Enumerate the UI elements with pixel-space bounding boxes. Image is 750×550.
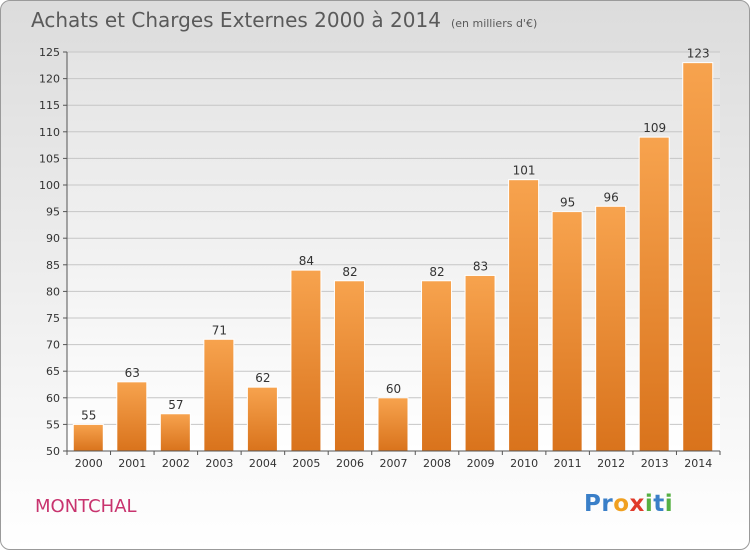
y-tick-label: 60: [46, 392, 60, 405]
data-label: 84: [299, 254, 314, 268]
data-labels: 55 63 57 71 62 84 82 60 82 83 101 95 96 109 123: [81, 47, 710, 423]
data-label: 62: [255, 371, 270, 385]
x-tick-label: 2012: [597, 457, 625, 470]
y-tick-label: 105: [39, 152, 60, 165]
x-tick-labels: 2000 2001 2002 2003 2004 2005 2006 2007 2008 2009…: [75, 457, 712, 470]
data-label: 123: [687, 47, 710, 61]
bar-2005: [290, 269, 322, 452]
x-tick-label: 2002: [162, 457, 190, 470]
x-tick-label: 2008: [423, 457, 451, 470]
data-label: 60: [386, 382, 401, 396]
y-tick-label: 115: [39, 99, 60, 112]
x-tick-label: 2014: [684, 457, 712, 470]
data-label: 109: [643, 121, 666, 135]
bar-2002: [159, 413, 191, 452]
chart-title: Achats et Charges Externes 2000 à 2014 (e…: [31, 8, 537, 32]
x-tick-label: 2000: [75, 457, 103, 470]
logo-letter: i: [664, 491, 674, 517]
y-tick-label: 90: [46, 232, 60, 245]
data-label: 55: [81, 408, 96, 422]
axes: [66, 52, 720, 452]
bars: [72, 62, 714, 452]
y-tick-label: 80: [46, 285, 60, 298]
logo-letter: t: [653, 491, 665, 517]
logo-letter: r: [601, 491, 614, 517]
x-tick-label: 2010: [510, 457, 538, 470]
y-tick-label: 70: [46, 339, 60, 352]
bar-2009: [464, 274, 496, 452]
y-tick-label: 120: [39, 73, 60, 86]
y-tick-label: 85: [46, 259, 60, 272]
x-tick-label: 2007: [380, 457, 408, 470]
bar-2011: [551, 211, 583, 452]
bar-2003: [203, 338, 235, 452]
x-tick-label: 2005: [292, 457, 320, 470]
unit-note: (en milliers d'€): [450, 17, 538, 30]
x-tick-label: 2009: [467, 457, 495, 470]
chart-title-text: Achats et Charges Externes 2000 à 2014: [31, 8, 441, 32]
y-tick-labels: 50 55 60 65 70 75 80 85 90 95 100 105 110 115 120 125: [39, 46, 60, 458]
bar-2001: [116, 381, 148, 452]
bar-2014: [682, 62, 714, 452]
bar-2006: [333, 280, 365, 452]
y-tick-label: 50: [46, 445, 60, 458]
y-tick-label: 55: [46, 418, 60, 431]
bar-2012: [595, 205, 627, 452]
y-tick-label: 95: [46, 206, 60, 219]
logo-letter: o: [613, 491, 630, 517]
data-label: 82: [342, 265, 357, 279]
bar-2000: [72, 423, 104, 452]
data-label: 71: [212, 323, 227, 337]
y-tick-label: 110: [39, 126, 60, 139]
data-label: 96: [604, 190, 619, 204]
x-tick-label: 2001: [118, 457, 146, 470]
data-label: 57: [168, 398, 183, 412]
y-tick-label: 125: [39, 46, 60, 59]
bar-2013: [638, 136, 670, 452]
y-tick-label: 65: [46, 365, 60, 378]
logo-letter: x: [629, 491, 645, 517]
x-tick-label: 2006: [336, 457, 364, 470]
bar-2008: [421, 280, 453, 452]
y-tick-label: 75: [46, 312, 60, 325]
logo-letter: P: [584, 491, 602, 517]
x-tick-label: 2011: [554, 457, 582, 470]
data-label: 82: [429, 265, 444, 279]
proxiti-logo: Proxiti: [584, 491, 673, 517]
x-tick-label: 2013: [641, 457, 669, 470]
y-tick-label: 100: [39, 179, 60, 192]
data-label: 63: [125, 366, 140, 380]
bar-2010: [508, 179, 540, 452]
commune-name: MONTCHAL: [35, 496, 137, 517]
x-tick-label: 2004: [249, 457, 277, 470]
data-label: 95: [560, 196, 575, 210]
logo-letter: i: [644, 491, 654, 517]
bar-2007: [377, 397, 409, 452]
data-label: 101: [513, 164, 536, 178]
data-label: 83: [473, 259, 488, 273]
x-tick-label: 2003: [205, 457, 233, 470]
bar-2004: [246, 386, 278, 452]
